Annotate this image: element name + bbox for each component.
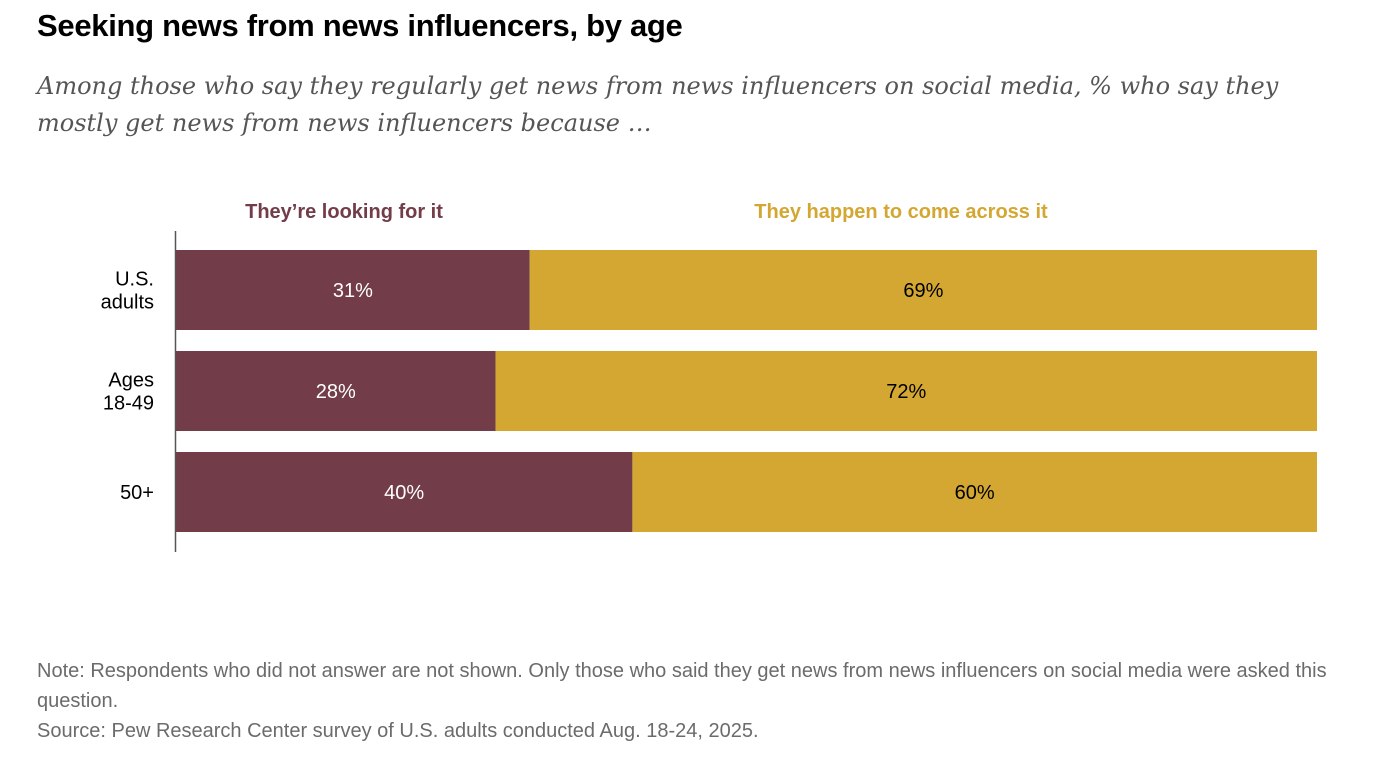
data-label-looking-1: 28% — [316, 381, 356, 403]
data-label-looking-2: 40% — [384, 482, 424, 504]
footer: Note: Respondents who did not answer are… — [37, 656, 1327, 746]
category-label-0-line-0: U.S. — [115, 269, 154, 291]
chart-title: Seeking news from news influencers, by a… — [37, 8, 683, 43]
data-label-happen-2: 60% — [955, 482, 995, 504]
legend-looking-for-it: They’re looking for it — [245, 201, 443, 223]
chart-subtitle: Among those who say they regularly get n… — [37, 72, 1279, 137]
category-label-2-line-0: 50+ — [120, 482, 154, 504]
bar-happen-2 — [632, 452, 1317, 532]
data-label-happen-0: 69% — [903, 280, 943, 302]
footer-source: Source: Pew Research Center survey of U.… — [37, 720, 759, 742]
bar-looking-0 — [176, 250, 530, 330]
footer-note: Note: Respondents who did not answer are… — [37, 660, 1327, 712]
data-label-happen-1: 72% — [886, 381, 926, 403]
bar-looking-1 — [176, 351, 496, 431]
data-label-looking-0: 31% — [333, 280, 373, 302]
bar-looking-2 — [176, 452, 633, 532]
bar-happen-0 — [529, 250, 1317, 330]
legend-happen-to-come-across-it: They happen to come across it — [754, 201, 1048, 223]
category-label-1-line-1: 18-49 — [103, 393, 154, 415]
category-label-0-line-1: adults — [101, 292, 154, 314]
bar-happen-1 — [495, 351, 1318, 431]
category-label-1-line-0: Ages — [108, 370, 154, 392]
